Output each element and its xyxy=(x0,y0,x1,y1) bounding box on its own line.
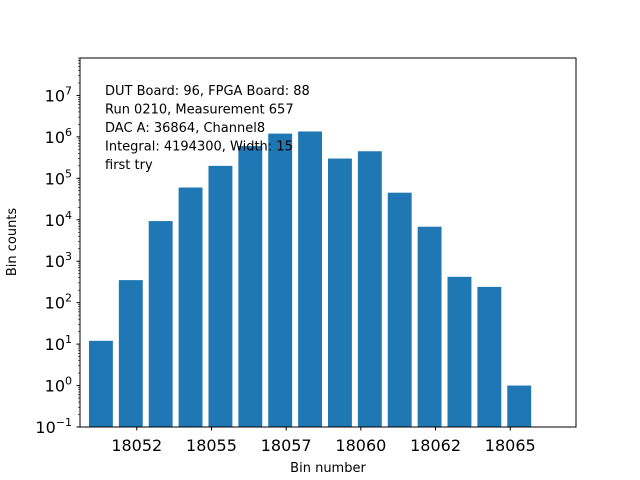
bar xyxy=(178,187,203,427)
plot-frame xyxy=(79,57,577,428)
bar xyxy=(387,192,412,427)
x-tick-label: 18060 xyxy=(335,436,386,455)
bar xyxy=(417,226,442,427)
x-tick-label: 18055 xyxy=(186,436,237,455)
y-tick-label: 106 xyxy=(45,126,72,147)
bar xyxy=(238,146,263,428)
bar xyxy=(477,286,502,427)
y-tick-label: 107 xyxy=(45,84,72,105)
y-tick-label: 10−1 xyxy=(35,416,72,437)
bar xyxy=(118,280,143,427)
y-tick-label: 105 xyxy=(45,167,72,188)
bar xyxy=(298,131,323,427)
bar xyxy=(268,133,293,427)
bar xyxy=(148,221,173,427)
bars-group xyxy=(88,131,532,428)
y-tick-label: 102 xyxy=(45,292,72,313)
annotation-line: DUT Board: 96, FPGA Board: 88 xyxy=(105,84,310,99)
annotation-line: first try xyxy=(105,158,153,173)
x-axis-ticks: 18052 18055 18057 18060 18062 18065 xyxy=(111,427,536,455)
annotation-block: DUT Board: 96, FPGA Board: 88 Run 0210, M… xyxy=(105,84,310,173)
x-axis-label: Bin number xyxy=(290,461,366,476)
x-tick-label: 18052 xyxy=(111,436,162,455)
x-tick-label: 18062 xyxy=(410,436,461,455)
y-tick-label: 101 xyxy=(45,333,72,354)
y-axis-ticks: 10−1 100 101 102 103 104 105 106 107 xyxy=(35,57,80,437)
annotation-line: Run 0210, Measurement 657 xyxy=(105,103,294,118)
bar xyxy=(507,385,532,427)
bar xyxy=(357,151,382,427)
y-axis-label: Bin counts xyxy=(5,208,20,277)
bar xyxy=(88,340,113,427)
y-tick-label: 103 xyxy=(45,250,72,271)
annotation-line: DAC A: 36864, Channel8 xyxy=(105,121,265,136)
annotation-line: Integral: 4194300, Width: 15 xyxy=(105,140,293,155)
y-tick-label: 100 xyxy=(45,375,72,396)
x-tick-label: 18065 xyxy=(485,436,536,455)
x-tick-label: 18057 xyxy=(261,436,312,455)
bar xyxy=(208,165,233,428)
y-tick-label: 104 xyxy=(45,209,72,230)
bar xyxy=(447,276,472,427)
bar xyxy=(328,158,352,427)
